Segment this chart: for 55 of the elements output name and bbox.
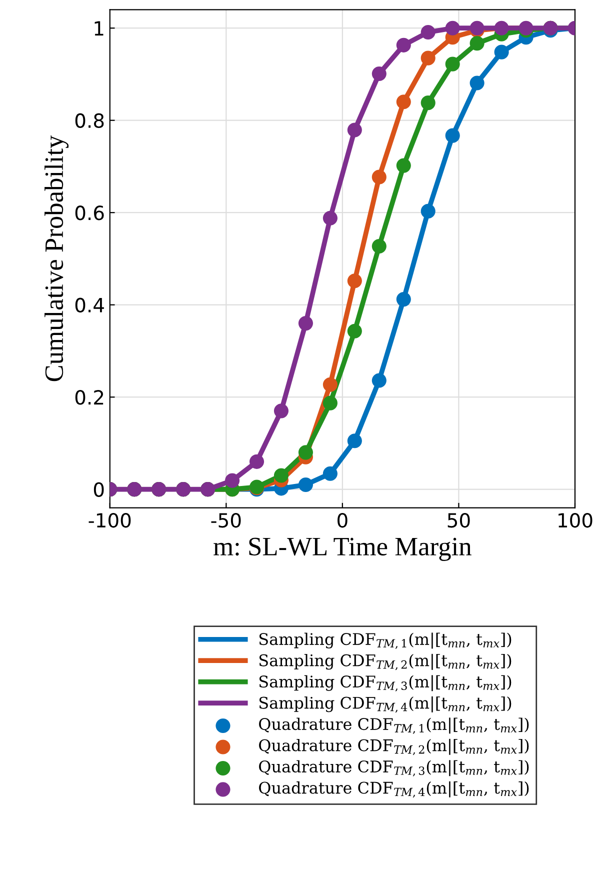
x-tick-label: -50 — [211, 512, 241, 528]
point — [494, 20, 509, 36]
legend-label: Sampling CDF$_{TM,3}$(m|[t$_{mn}$, t$_{mx}$]) — [259, 675, 512, 692]
point — [372, 373, 386, 388]
point — [372, 170, 386, 184]
legend-label: Sampling CDF$_{TM,1}$(m|[t$_{mn}$, t$_{mx}$]) — [259, 632, 512, 649]
point — [396, 292, 411, 307]
point — [420, 24, 436, 40]
x-tick-label: 0 — [338, 512, 348, 528]
point — [322, 396, 338, 410]
point — [372, 238, 386, 254]
point — [298, 445, 314, 460]
y-tick-label: 0.8 — [75, 113, 104, 128]
point — [420, 96, 436, 110]
point — [274, 404, 289, 418]
y-tick-label: 0 — [94, 482, 104, 497]
point — [396, 94, 411, 110]
y-tick-label: 1 — [94, 21, 104, 36]
x-axis-title: m: SL-WL Time Margin — [214, 538, 472, 561]
point — [225, 473, 240, 488]
legend-label: Sampling CDF$_{TM,2}$(m|[t$_{mn}$, t$_{mx}$]) — [259, 654, 512, 670]
legend-label: Quadrature CDF$_{TM,1}$(m|[t$_{mn}$, t$_{mx}$]) — [259, 718, 529, 734]
point — [396, 38, 411, 52]
legend-label: Sampling CDF$_{TM,4}$(m|[t$_{mn}$, t$_{mx}$]) — [259, 696, 512, 713]
point — [396, 158, 411, 173]
point — [322, 210, 338, 226]
legend-label: Quadrature CDF$_{TM,2}$(m|[t$_{mn}$, t$_{mx}$]) — [259, 738, 529, 756]
point — [322, 466, 338, 481]
point — [298, 477, 314, 492]
legend-label: Quadrature CDF$_{TM,4}$(m|[t$_{mn}$, t$_{mx}$]) — [259, 781, 529, 798]
x-tick-label: 100 — [558, 512, 592, 528]
point — [420, 204, 436, 218]
point — [347, 122, 362, 138]
y-tick-label: 0.6 — [75, 206, 104, 220]
point — [470, 76, 484, 90]
point — [274, 468, 289, 483]
point — [445, 56, 460, 72]
point — [347, 324, 362, 338]
point — [420, 50, 436, 66]
legend-label: Quadrature CDF$_{TM,3}$(m|[t$_{mn}$, t$_{mx}$]) — [259, 760, 529, 776]
point — [322, 377, 338, 392]
y-tick-label: 0.2 — [75, 390, 104, 405]
point — [470, 36, 484, 51]
point — [372, 66, 386, 82]
point — [347, 434, 362, 448]
point — [347, 274, 362, 288]
point — [494, 44, 509, 60]
point — [249, 454, 264, 469]
point — [445, 128, 460, 143]
point — [298, 316, 314, 331]
point — [445, 20, 460, 36]
x-tick-label: -100 — [88, 512, 131, 528]
y-axis-title: Cumulative Probability — [44, 135, 69, 382]
y-tick-label: 0.4 — [75, 298, 104, 313]
x-tick-label: 50 — [448, 512, 470, 528]
